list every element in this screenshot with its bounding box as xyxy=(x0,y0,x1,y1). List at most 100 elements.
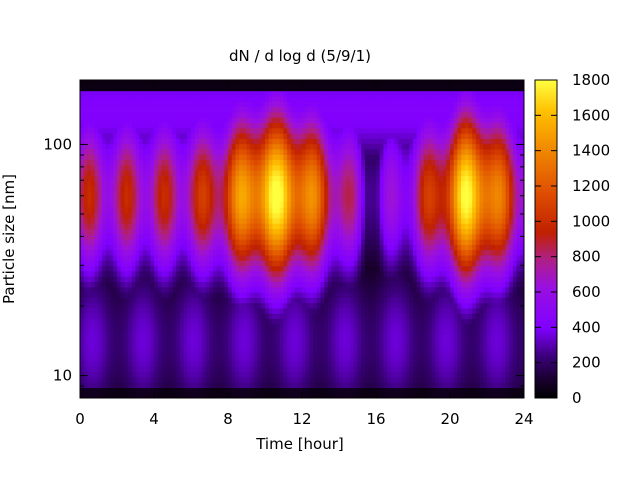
heatmap-cell xyxy=(146,117,151,123)
heatmap-cell xyxy=(135,371,140,378)
heatmap-cell xyxy=(302,313,307,320)
heatmap-cell xyxy=(265,127,270,134)
heatmap-cell xyxy=(253,138,259,145)
heatmap-cell xyxy=(294,196,299,203)
heatmap-cell xyxy=(368,117,373,123)
heatmap-cell xyxy=(142,159,148,166)
heatmap-cell xyxy=(150,122,155,129)
heatmap-cell xyxy=(309,249,314,256)
heatmap-cell xyxy=(176,143,181,150)
heatmap-cell xyxy=(224,101,229,108)
heatmap-cell xyxy=(272,217,277,224)
heatmap-cell xyxy=(279,276,285,282)
heatmap-cell xyxy=(124,329,129,335)
heatmap-cell xyxy=(239,297,244,304)
heatmap-cell xyxy=(113,366,118,373)
heatmap-cell xyxy=(98,345,103,351)
heatmap-cell xyxy=(242,228,248,235)
heatmap-cell xyxy=(368,223,373,229)
heatmap-cell xyxy=(309,313,314,320)
heatmap-cell xyxy=(327,159,333,166)
heatmap-cell xyxy=(131,217,137,224)
heatmap-cell xyxy=(139,318,144,325)
heatmap-cell xyxy=(91,318,96,325)
heatmap-cell xyxy=(364,85,370,92)
heatmap-cell xyxy=(235,175,240,182)
heatmap-cell xyxy=(379,265,384,272)
heatmap-cell xyxy=(165,345,170,351)
heatmap-cell xyxy=(209,170,214,176)
heatmap-cell xyxy=(228,85,233,92)
heatmap-cell xyxy=(124,111,129,118)
heatmap-cell xyxy=(105,260,111,267)
heatmap-cell xyxy=(154,355,159,362)
heatmap-cell xyxy=(320,122,325,129)
heatmap-cell xyxy=(194,201,199,208)
heatmap-cell xyxy=(94,244,100,251)
heatmap-cell xyxy=(298,360,303,367)
heatmap-cell xyxy=(98,276,103,282)
heatmap-cell xyxy=(176,313,181,320)
heatmap-cell xyxy=(179,360,185,367)
heatmap-cell xyxy=(331,80,336,86)
heatmap-cell xyxy=(246,106,251,113)
heatmap-cell xyxy=(327,201,333,208)
heatmap-cell xyxy=(320,387,325,394)
heatmap-cell xyxy=(302,117,307,123)
heatmap-cell xyxy=(376,297,381,304)
heatmap-cell xyxy=(309,127,314,134)
heatmap-cell xyxy=(372,180,377,187)
heatmap-cell xyxy=(220,292,225,298)
heatmap-cell xyxy=(191,154,196,161)
heatmap-cell xyxy=(272,270,277,277)
heatmap-cell xyxy=(239,307,244,314)
heatmap-cell xyxy=(228,387,233,394)
heatmap-cell xyxy=(242,307,248,314)
heatmap-cell xyxy=(80,212,85,219)
heatmap-cell xyxy=(176,366,181,373)
heatmap-cell xyxy=(287,133,292,139)
heatmap-cell xyxy=(128,122,133,129)
heatmap-cell xyxy=(202,329,207,335)
heatmap-cell xyxy=(283,239,288,245)
heatmap-cell xyxy=(113,175,118,182)
heatmap-cell xyxy=(309,154,314,161)
heatmap-cell xyxy=(379,286,384,293)
heatmap-cell xyxy=(83,223,88,229)
heatmap-cell xyxy=(176,207,181,214)
heatmap-cell xyxy=(272,392,277,398)
heatmap-cell xyxy=(320,127,325,134)
heatmap-cell xyxy=(83,201,88,208)
heatmap-cell xyxy=(242,244,248,251)
heatmap-cell xyxy=(231,170,236,176)
heatmap-cell xyxy=(179,80,185,86)
heatmap-cell xyxy=(161,111,166,118)
heatmap-cell xyxy=(165,366,170,373)
heatmap-cell xyxy=(361,170,366,176)
heatmap-cell xyxy=(302,360,307,367)
heatmap-cell xyxy=(80,106,85,113)
heatmap-cell xyxy=(387,313,392,320)
heatmap-cell xyxy=(135,80,140,86)
heatmap-cell xyxy=(353,164,359,171)
heatmap-cell xyxy=(113,138,118,145)
heatmap-cell xyxy=(346,292,351,298)
heatmap-cell xyxy=(198,127,203,134)
heatmap-cell xyxy=(91,106,96,113)
heatmap-cell xyxy=(346,329,351,335)
heatmap-cell xyxy=(242,127,248,134)
heatmap-cell xyxy=(124,207,129,214)
heatmap-cell xyxy=(165,223,170,229)
heatmap-cell xyxy=(213,164,218,171)
heatmap-cell xyxy=(327,138,333,145)
heatmap-cell xyxy=(87,201,92,208)
heatmap-cell xyxy=(383,80,388,86)
heatmap-cell xyxy=(287,207,292,214)
heatmap-cell xyxy=(298,265,303,272)
heatmap-cell xyxy=(102,175,107,182)
heatmap-cell xyxy=(383,260,388,267)
heatmap-cell xyxy=(350,127,355,134)
heatmap-cell xyxy=(224,350,229,357)
heatmap-cell xyxy=(235,339,240,346)
heatmap-cell xyxy=(183,371,188,378)
